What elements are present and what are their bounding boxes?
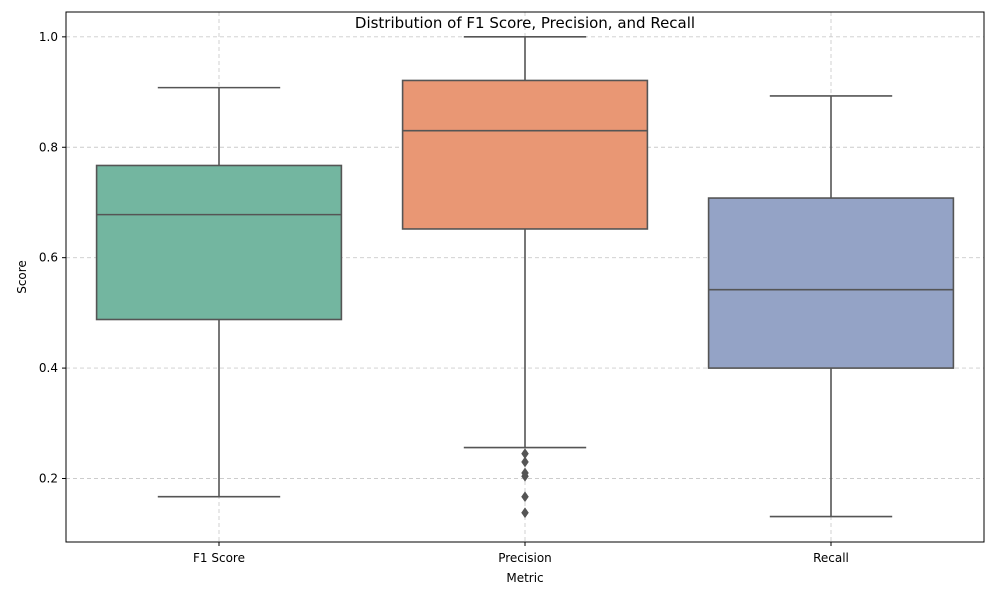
iqr-box	[401, 79, 649, 230]
x-tick-label: F1 Score	[193, 551, 245, 565]
y-tick-label: 0.2	[39, 472, 58, 486]
box-group	[401, 36, 649, 519]
y-tick-label: 0.8	[39, 140, 58, 154]
box-layer	[95, 36, 955, 519]
chart-title: Distribution of F1 Score, Precision, and…	[355, 14, 695, 32]
x-tick-label: Precision	[498, 551, 552, 565]
x-axis-label: Metric	[506, 571, 543, 585]
outlier-point	[521, 507, 529, 519]
outlier-point	[521, 470, 529, 482]
y-tick-label: 1.0	[39, 30, 58, 44]
y-tick-label: 0.4	[39, 361, 58, 375]
box-group	[707, 95, 955, 518]
iqr-box	[707, 197, 955, 369]
iqr-box	[95, 164, 343, 321]
tick-layer: 0.2 0.4 0.6 0.8 1.0 F1 Score Precision Recall	[39, 30, 849, 565]
box-group	[95, 86, 343, 498]
outlier-point	[521, 456, 529, 468]
outlier-point	[521, 491, 529, 503]
y-tick-label: 0.6	[39, 251, 58, 265]
x-tick-label: Recall	[813, 551, 849, 565]
y-axis-label: Score	[15, 260, 29, 294]
